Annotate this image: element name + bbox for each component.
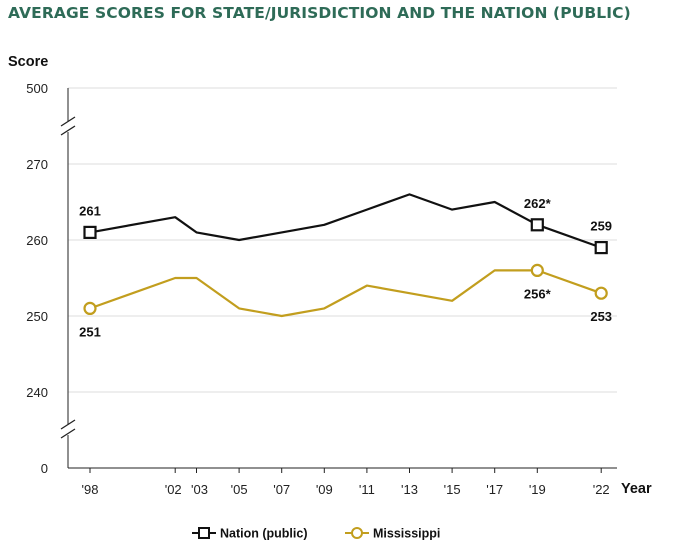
data-point-marker bbox=[83, 301, 97, 315]
x-tick-label: '02 bbox=[165, 482, 182, 497]
x-tick-label: '17 bbox=[486, 482, 503, 497]
y-tick-label: 250 bbox=[26, 309, 48, 324]
data-label: 259 bbox=[590, 219, 612, 234]
y-axis-title: Score bbox=[8, 54, 48, 70]
data-label: 251 bbox=[79, 324, 101, 339]
x-tick-label: '19 bbox=[529, 482, 546, 497]
series bbox=[83, 193, 608, 318]
y-tick-label: 500 bbox=[26, 81, 48, 96]
legend-circle-icon bbox=[351, 527, 363, 539]
y-tick-label: 240 bbox=[26, 385, 48, 400]
chart-title: AVERAGE SCORES FOR STATE/JURISDICTION AN… bbox=[8, 4, 631, 22]
legend: Nation (public) Mississippi bbox=[192, 527, 440, 541]
gridlines bbox=[68, 87, 617, 393]
x-tick-label: '03 bbox=[191, 482, 208, 497]
axis-break-mark bbox=[60, 419, 76, 430]
data-point-marker bbox=[530, 218, 544, 232]
x-tick-label: '98 bbox=[82, 482, 99, 497]
x-tick-label: '22 bbox=[593, 482, 610, 497]
y-tick-label: 0 bbox=[41, 461, 48, 476]
axes: Score Year 500 270 260 250 240 0 '98 '02 '03 '05 '… bbox=[8, 54, 652, 497]
x-axis-title: Year bbox=[621, 481, 652, 497]
y-tick-label: 260 bbox=[26, 233, 48, 248]
x-tick-label: '05 bbox=[231, 482, 248, 497]
x-tick-label: '07 bbox=[273, 482, 290, 497]
series-line-nation bbox=[89, 193, 602, 249]
data-point-marker bbox=[83, 225, 97, 239]
data-point-marker bbox=[594, 241, 608, 255]
axis-break-gap bbox=[64, 122, 72, 132]
series-line-mississippi bbox=[89, 269, 602, 318]
data-label: 256* bbox=[524, 286, 552, 301]
data-label: 253 bbox=[590, 309, 612, 324]
data-point-marker bbox=[530, 263, 544, 277]
data-label: 261 bbox=[79, 203, 101, 218]
axis-break-gap bbox=[64, 425, 72, 435]
data-labels: 261 262* 259 251 256* 253 bbox=[79, 196, 612, 340]
data-label: 262* bbox=[524, 196, 552, 211]
x-tick-label: '15 bbox=[444, 482, 461, 497]
legend-label: Mississippi bbox=[373, 527, 440, 541]
legend-square-icon bbox=[198, 527, 210, 539]
y-tick-label: 270 bbox=[26, 157, 48, 172]
x-tick-label: '13 bbox=[401, 482, 418, 497]
x-tick-label: '09 bbox=[316, 482, 333, 497]
x-tick-label: '11 bbox=[359, 482, 375, 497]
axis-break-mark bbox=[60, 125, 76, 136]
legend-label: Nation (public) bbox=[220, 527, 308, 541]
axis-break-mark bbox=[60, 428, 76, 439]
axis-break-mark bbox=[60, 116, 76, 127]
data-point-marker bbox=[594, 286, 608, 300]
